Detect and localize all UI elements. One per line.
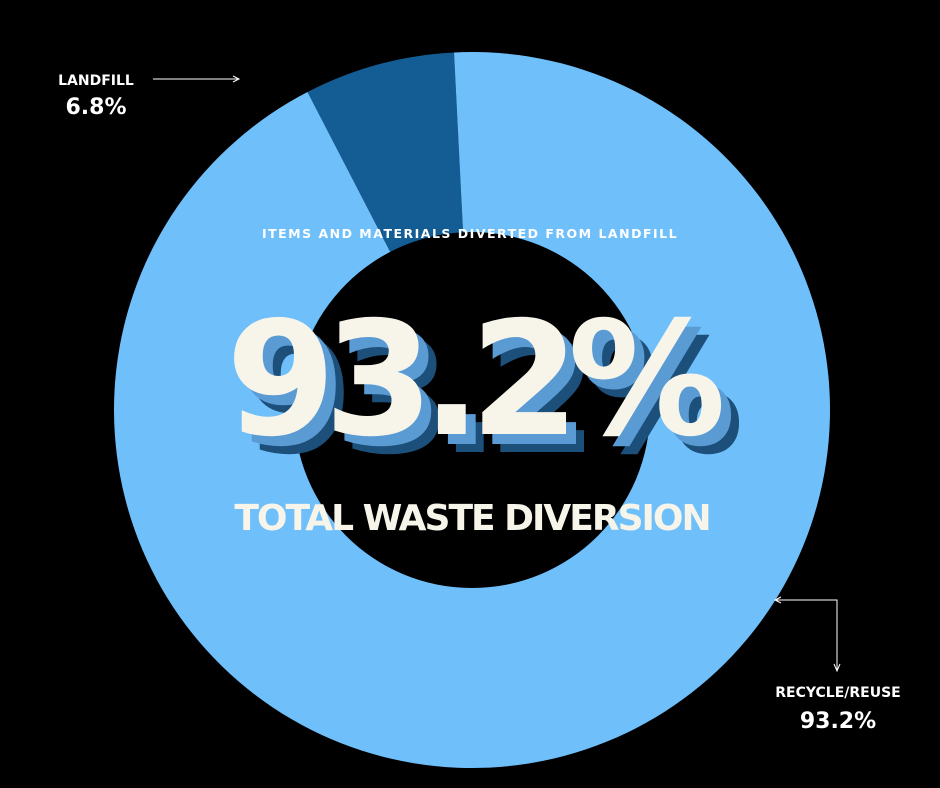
chart-caption: TOTAL WASTE DIVERSION: [234, 498, 709, 539]
landfill-arrow: [153, 75, 241, 83]
recycle-arrow: [773, 596, 841, 673]
chart-subtitle: ITEMS AND MATERIALS DIVERTED FROM LANDFI…: [262, 226, 678, 241]
recycle-label: RECYCLE/REUSE: [775, 685, 901, 701]
landfill-value: 6.8%: [65, 95, 126, 120]
big-percentage-shadow-dark: 93.2%: [244, 306, 740, 490]
big-percentage-shadow-light: 93.2%: [236, 298, 732, 482]
recycle-value: 93.2%: [800, 709, 876, 734]
landfill-label: LANDFILL: [58, 73, 134, 89]
big-percentage-group: 93.2% 93.2% 93.2%: [226, 288, 752, 490]
donut-hole: [294, 232, 650, 588]
big-percentage: 93.2%: [226, 288, 722, 472]
